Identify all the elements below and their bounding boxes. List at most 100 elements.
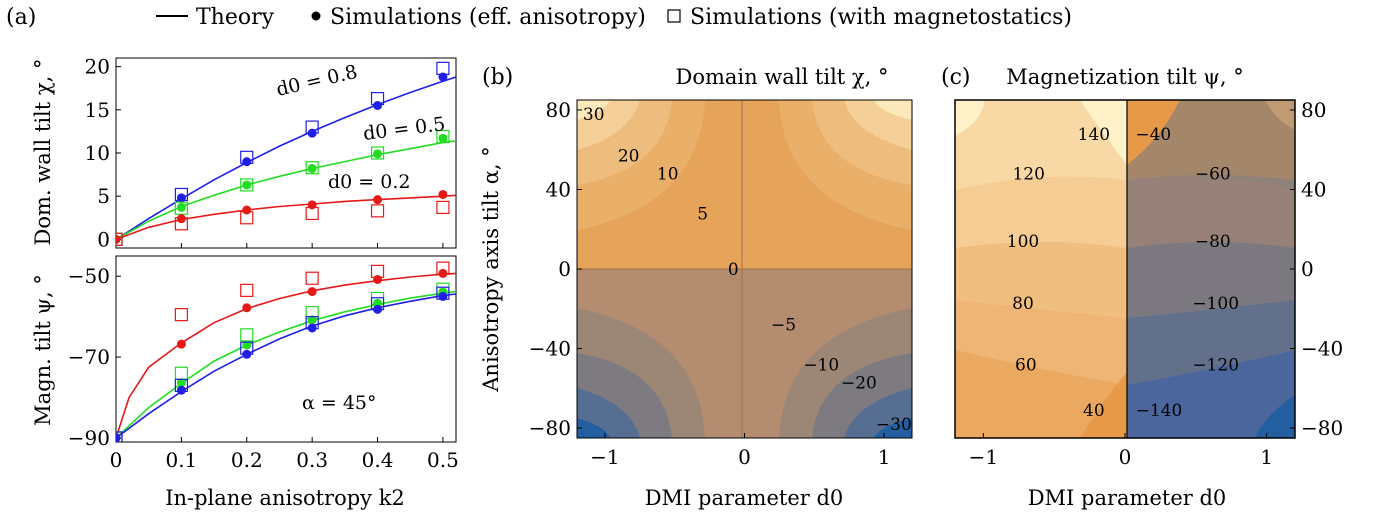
c-xlabel: DMI parameter d0 — [1028, 486, 1227, 510]
ytick-label: −70 — [68, 345, 110, 369]
ytick-label: 80 — [546, 98, 571, 122]
sim-eff-point-green — [242, 180, 252, 190]
contour-label: 140 — [1078, 125, 1110, 145]
c-band-l-60 — [955, 300, 1127, 385]
contour-label: 20 — [618, 147, 640, 167]
xtick-label: 0.4 — [362, 448, 394, 472]
c-band-r-corner2 — [1255, 395, 1295, 438]
ytick-label: −50 — [68, 264, 110, 288]
contour-label: −20 — [841, 373, 877, 393]
sim-eff-point-red — [176, 339, 186, 349]
sim-eff-point-green — [307, 315, 317, 325]
ytick-label: −80 — [529, 416, 571, 440]
legend-sim-mag: Simulations (with magnetostatics) — [690, 5, 1072, 30]
panel-label-a: (a) — [6, 5, 36, 30]
sim-eff-point-blue — [242, 349, 252, 359]
sim-mag-point-red — [305, 271, 319, 285]
sim-mag-point-red — [370, 204, 385, 218]
annotation-d0-08: d0 = 0.8 — [274, 61, 359, 101]
sim-eff-point-red — [438, 189, 448, 199]
xtick-label: 0 — [738, 445, 751, 469]
sim-eff-point-green — [176, 378, 186, 388]
sim-eff-point-red — [176, 214, 186, 224]
sim-eff-point-blue — [438, 291, 448, 301]
sim-mag-point-green — [370, 146, 385, 160]
ytick-label: 0 — [558, 257, 571, 281]
sim-eff-point-green — [438, 133, 448, 143]
contour-label: 10 — [657, 165, 679, 185]
xtick-label: −1 — [969, 445, 998, 469]
legend-sim-eff: Simulations (eff. anisotropy) — [330, 5, 646, 30]
panel-b-contours — [577, 100, 912, 438]
contour-label: −40 — [1135, 125, 1171, 145]
annotation-d0-02: d0 = 0.2 — [328, 171, 410, 193]
ytick-label: 40 — [1301, 177, 1326, 201]
contour-label: −30 — [876, 415, 912, 435]
xtick-label: 0.5 — [427, 448, 459, 472]
b-ylabel: Anisotropy axis tilt α, ° — [479, 146, 503, 392]
xtick-label: 0 — [110, 448, 123, 472]
ytick-label: −90 — [68, 426, 110, 450]
c-title: Magnetization tilt ψ, ° — [1006, 65, 1243, 89]
sim-eff-point-green — [176, 202, 186, 212]
panel-a-bottom: −90 −70 −50 0 0.1 0.2 0.3 0.4 0.5 α = 45° Magn. … — [31, 255, 459, 510]
sim-mag-point-green — [240, 178, 254, 192]
c-band-r-corner — [1265, 100, 1295, 130]
ytick-label: −40 — [529, 337, 571, 361]
sim-mag-point-red — [116, 232, 123, 246]
contour-label: 40 — [1083, 401, 1105, 421]
contour-label: −60 — [1195, 165, 1231, 185]
ytick-label: −40 — [1301, 337, 1343, 361]
ytick-label: 5 — [97, 184, 110, 208]
sim-eff-point-blue — [176, 193, 186, 203]
c-band-l-80 — [955, 242, 1127, 318]
c-band-r-80 — [1127, 176, 1295, 248]
theory-line-red — [116, 194, 456, 241]
sim-mag-point-green — [174, 366, 188, 380]
legend-theory: Theory — [196, 5, 275, 30]
c-band-l-40 — [955, 350, 1127, 438]
contour-label: 120 — [1012, 165, 1044, 185]
contour-label: 60 — [1015, 355, 1037, 375]
xtick-label: 0.1 — [165, 448, 197, 472]
c-band-l-140 — [1080, 100, 1127, 165]
b-xlabel: DMI parameter d0 — [645, 486, 844, 510]
sim-mag-point-blue — [116, 431, 123, 442]
contour-label: 80 — [1012, 294, 1034, 314]
sim-mag-point-red — [174, 308, 188, 322]
sim-mag-point-green — [305, 161, 319, 175]
ytick-label: 40 — [546, 177, 571, 201]
contour-label: 30 — [583, 105, 605, 125]
sim-eff-point-red — [307, 200, 317, 210]
panel-label-b: (b) — [482, 65, 513, 90]
xtick-label: 0.2 — [231, 448, 263, 472]
xtick-label: 0 — [1119, 445, 1132, 469]
annotation-alpha: α = 45° — [302, 392, 377, 414]
sim-eff-point-blue — [438, 72, 448, 82]
c-band-r-60 — [1127, 100, 1295, 180]
xtick-label: 1 — [878, 445, 891, 469]
sim-eff-point-red — [116, 234, 121, 244]
panel-a-bottom-frame — [115, 255, 457, 443]
contour-label: −140 — [1136, 401, 1183, 421]
contour-label: −100 — [1192, 294, 1239, 314]
b-band-tr-4 — [874, 100, 912, 120]
panel-c: −1 0 1 −80 −40 0 40 80 140 120 100 80 60 40 −40 −60 −80… — [954, 65, 1343, 510]
panel-a-top: 0 5 10 15 20 d0 = 0.8 d0 = 0.5 d0 = 0.2 Dom.… — [31, 55, 457, 251]
legend: Theory Simulations (eff. anisotropy) Sim… — [156, 5, 1072, 30]
b-band-bl-4 — [577, 418, 610, 438]
ytick-label: −80 — [1301, 416, 1343, 440]
sim-mag-point-green — [240, 328, 254, 342]
ytick-label: 15 — [85, 98, 110, 122]
sim-eff-point-blue — [307, 323, 317, 333]
c-band-r-140 — [1127, 350, 1295, 438]
theory-line-blue — [116, 293, 456, 439]
xtick-label: −1 — [590, 445, 619, 469]
sim-eff-point-blue — [116, 433, 121, 442]
sim-eff-point-red — [373, 274, 383, 284]
ytick-label: 20 — [85, 55, 110, 79]
sim-eff-point-blue — [373, 304, 383, 314]
xtick-label: 1 — [1260, 445, 1273, 469]
sim-eff-point-blue — [176, 385, 186, 395]
